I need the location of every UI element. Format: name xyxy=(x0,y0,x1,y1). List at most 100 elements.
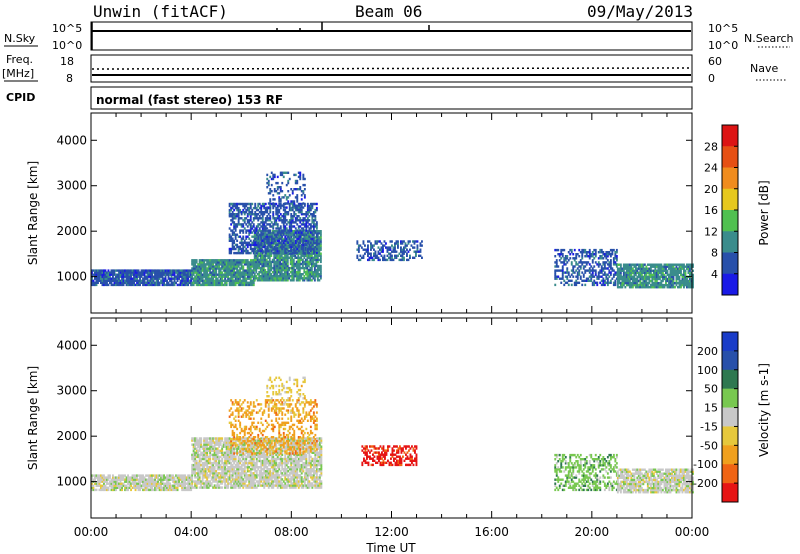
range-time-cell xyxy=(272,213,275,216)
range-time-cell xyxy=(206,486,209,489)
range-time-cell xyxy=(143,281,146,284)
range-time-cell xyxy=(224,277,227,280)
range-time-cell xyxy=(216,279,219,282)
range-time-cell xyxy=(312,237,315,240)
range-time-cell xyxy=(206,439,209,442)
range-time-cell xyxy=(204,476,207,479)
range-time-cell xyxy=(257,229,260,232)
range-time-cell xyxy=(237,259,240,262)
range-time-cell xyxy=(258,240,261,243)
range-time-cell xyxy=(237,208,240,212)
range-time-cell xyxy=(188,478,191,481)
range-time-cell xyxy=(240,283,243,287)
range-time-cell xyxy=(373,244,375,247)
range-time-cell xyxy=(273,273,276,276)
range-time-cell xyxy=(309,268,312,272)
range-time-cell xyxy=(195,463,198,467)
range-time-cell xyxy=(146,486,149,489)
range-time-cell xyxy=(198,275,201,278)
range-time-cell xyxy=(557,275,560,278)
range-time-cell xyxy=(285,275,288,278)
range-time-cell xyxy=(678,263,681,266)
range-time-cell xyxy=(270,260,273,264)
range-time-cell xyxy=(639,269,642,272)
range-time-cell xyxy=(166,271,168,274)
range-time-cell xyxy=(554,248,557,252)
range-time-cell xyxy=(294,248,297,251)
range-time-cell xyxy=(397,254,399,257)
range-time-cell xyxy=(225,275,228,278)
range-time-cell xyxy=(628,275,631,279)
range-time-cell xyxy=(243,279,246,282)
range-time-cell xyxy=(227,279,230,282)
range-time-cell xyxy=(287,237,290,240)
range-time-cell xyxy=(204,445,207,448)
range-time-cell xyxy=(636,279,639,283)
range-time-cell xyxy=(665,281,667,285)
range-time-cell xyxy=(230,219,233,222)
range-time-cell xyxy=(264,249,267,253)
range-time-cell xyxy=(197,267,200,270)
range-time-cell xyxy=(94,488,96,492)
range-time-cell xyxy=(252,277,255,280)
range-time-cell xyxy=(309,244,312,247)
range-time-cell xyxy=(228,237,231,240)
range-time-cell xyxy=(236,281,239,284)
range-time-cell xyxy=(648,275,651,279)
range-time-cell xyxy=(279,204,282,208)
range-time-cell xyxy=(593,265,596,268)
range-time-cell xyxy=(224,466,227,469)
range-time-cell xyxy=(230,215,233,218)
range-time-cell xyxy=(300,198,303,201)
range-time-cell xyxy=(621,267,624,270)
range-time-cell xyxy=(286,262,289,266)
range-time-cell xyxy=(230,239,233,242)
range-time-cell xyxy=(213,447,216,450)
range-time-cell xyxy=(230,259,233,262)
range-time-cell xyxy=(377,252,380,255)
range-time-cell xyxy=(652,277,655,281)
range-time-cell xyxy=(239,241,242,244)
range-time-cell xyxy=(669,265,672,268)
range-time-cell xyxy=(275,221,278,224)
range-time-cell xyxy=(155,277,158,280)
range-time-cell xyxy=(100,488,102,492)
range-time-cell xyxy=(264,219,267,222)
range-time-cell xyxy=(234,215,237,218)
range-time-cell xyxy=(237,215,240,218)
range-time-cell xyxy=(687,286,690,289)
range-time-cell xyxy=(173,283,176,287)
range-time-cell xyxy=(306,204,309,208)
range-time-cell xyxy=(213,453,216,457)
range-time-cell xyxy=(288,256,291,259)
range-time-cell xyxy=(560,257,563,260)
range-time-cell xyxy=(290,223,293,226)
range-time-cell xyxy=(649,267,652,270)
range-time-cell xyxy=(140,474,143,477)
range-time-cell xyxy=(148,275,150,278)
range-time-cell xyxy=(633,279,636,283)
range-time-cell xyxy=(636,277,639,281)
range-time-cell xyxy=(237,283,240,287)
range-time-cell xyxy=(606,255,609,258)
range-time-cell xyxy=(315,241,318,244)
range-time-cell xyxy=(98,269,101,272)
range-time-cell xyxy=(169,277,171,280)
range-time-cell xyxy=(98,488,101,492)
range-time-cell xyxy=(209,480,212,483)
range-time-cell xyxy=(297,235,300,238)
range-time-cell xyxy=(665,271,667,274)
range-time-cell xyxy=(299,225,302,228)
range-time-cell xyxy=(318,250,321,253)
range-time-cell xyxy=(288,233,291,236)
range-time-cell xyxy=(368,258,371,262)
range-time-cell xyxy=(188,271,191,274)
range-time-cell xyxy=(176,275,179,278)
range-time-cell xyxy=(649,279,652,283)
range-time-cell xyxy=(678,267,681,270)
range-time-cell xyxy=(187,488,190,492)
range-time-cell xyxy=(288,266,291,270)
range-time-cell xyxy=(605,275,608,278)
range-time-cell xyxy=(404,244,407,247)
range-time-cell xyxy=(561,269,564,272)
